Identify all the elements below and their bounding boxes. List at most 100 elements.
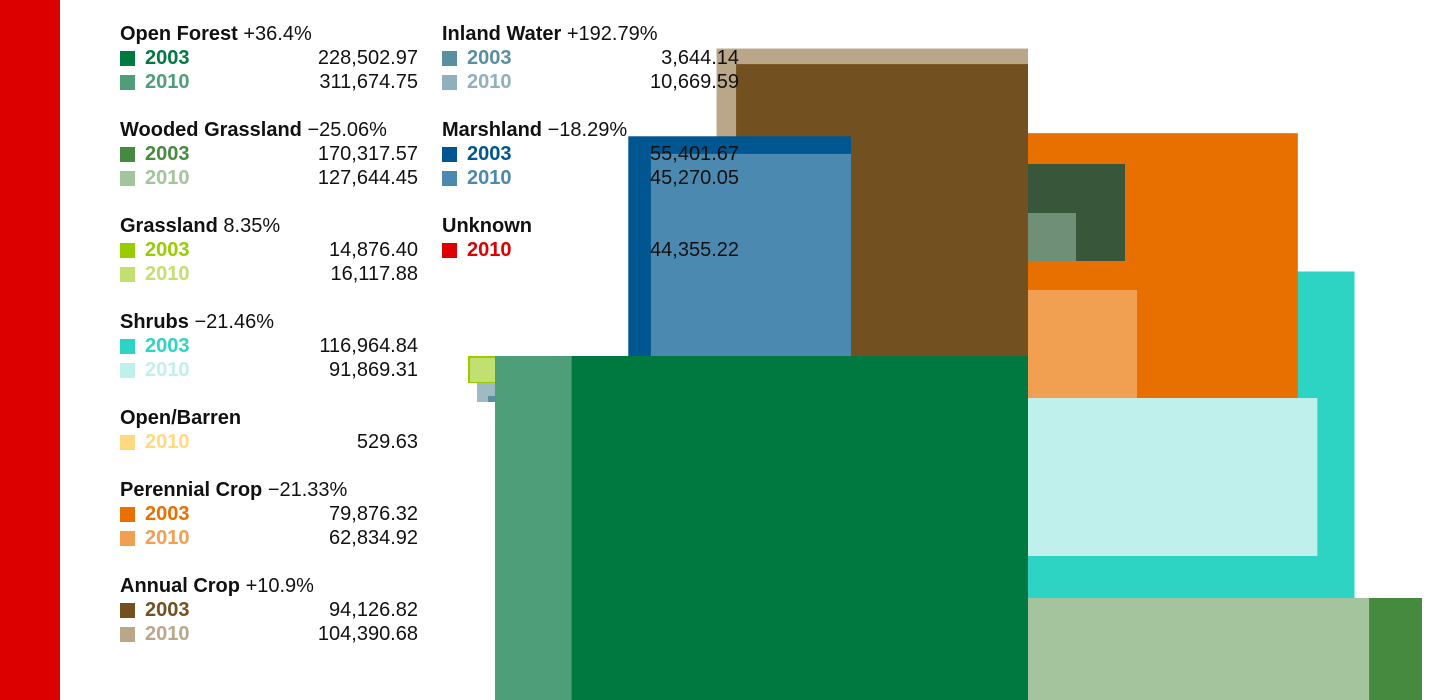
- legend-value: 91,869.31: [329, 358, 418, 381]
- legend-swatch: [120, 242, 135, 258]
- category-name: Perennial Crop: [120, 479, 263, 501]
- square-shrubs-2010: [1028, 398, 1318, 556]
- legend-value: 529.63: [356, 430, 418, 453]
- category-name: Wooded Grassland: [120, 119, 302, 141]
- legend-year: 2010: [467, 166, 512, 189]
- legend-swatch: [442, 170, 457, 186]
- legend-swatch: [120, 50, 135, 66]
- legend-row-2010: 2010 44,355.22: [442, 238, 739, 262]
- legend-swatch: [120, 434, 135, 450]
- category-name: Grassland: [120, 215, 218, 237]
- legend-value: 14,876.40: [329, 238, 418, 261]
- legend-row-2003: 2003 3,644.14: [442, 46, 739, 70]
- legend-swatch: [120, 170, 135, 186]
- legend-row-2003: 2003 228,502.97: [120, 46, 418, 70]
- legend-entry-inland-water: Inland Water +192.79% 2003 3,644.14 2010 10,…: [442, 22, 739, 94]
- legend-entry-wooded-grassland: Wooded Grassland −25.06% 2003 170,317.57 20…: [120, 118, 418, 190]
- legend-title: Shrubs −21.46%: [120, 310, 418, 334]
- legend-swatch: [442, 50, 457, 66]
- legend-value: 79,876.32: [329, 502, 418, 525]
- legend-year: 2003: [145, 142, 190, 165]
- legend-swatch: [120, 362, 135, 378]
- legend-swatch: [120, 338, 135, 354]
- legend-row-2010: 2010 45,270.05: [442, 166, 739, 190]
- legend-year: 2003: [467, 142, 512, 165]
- legend-title: Marshland −18.29%: [442, 118, 739, 142]
- legend-swatch: [442, 146, 457, 162]
- square-gray-green: [1028, 213, 1076, 261]
- legend-swatch: [120, 602, 135, 618]
- legend-row-2010: 2010 529.63: [120, 430, 418, 454]
- legend-title: Open/Barren: [120, 406, 418, 430]
- square-wooded-grassland-2010: [1028, 598, 1370, 700]
- red-side-bar: [0, 0, 60, 700]
- legend-row-2010: 2010 127,644.45: [120, 166, 418, 190]
- legend-value: 94,126.82: [329, 598, 418, 621]
- legend-year: 2010: [145, 166, 190, 189]
- legend-title: Open Forest +36.4%: [120, 22, 418, 46]
- legend-entry-marshland: Marshland −18.29% 2003 55,401.67 2010 45,270…: [442, 118, 739, 190]
- legend-year: 2010: [467, 70, 512, 93]
- legend-year: 2010: [145, 430, 190, 453]
- square-perennial-crop-2010: [1028, 290, 1137, 398]
- legend-row-2003: 2003 14,876.40: [120, 238, 418, 262]
- legend-row-2010: 2010 16,117.88: [120, 262, 418, 286]
- legend-value: 116,964.84: [319, 334, 418, 357]
- legend-swatch: [120, 266, 135, 282]
- legend-year: 2003: [145, 502, 190, 525]
- legend-swatch: [120, 506, 135, 522]
- legend-swatch: [120, 530, 135, 546]
- legend-column-right: Inland Water +192.79% 2003 3,644.14 2010 10,…: [442, 22, 739, 286]
- legend-entry-perennial-crop: Perennial Crop −21.33% 2003 79,876.32 2010 6…: [120, 478, 418, 550]
- category-name: Shrubs: [120, 311, 189, 333]
- category-name: Inland Water: [442, 23, 562, 45]
- legend-swatch: [120, 626, 135, 642]
- category-change: −18.29%: [547, 119, 628, 141]
- legend-entry-grassland: Grassland 8.35% 2003 14,876.40 2010 16,117.8…: [120, 214, 418, 286]
- legend-title: Perennial Crop −21.33%: [120, 478, 418, 502]
- legend-column-left: Open Forest +36.4% 2003 228,502.97 2010 311,…: [120, 22, 418, 670]
- legend-value: 104,390.68: [317, 622, 418, 645]
- category-name: Unknown: [442, 215, 532, 237]
- legend-year: 2010: [145, 526, 190, 549]
- legend-value: 170,317.57: [317, 142, 418, 165]
- category-name: Open Forest: [120, 23, 238, 45]
- legend-swatch: [120, 146, 135, 162]
- legend-value: 3,644.14: [661, 46, 739, 69]
- legend-year: 2010: [467, 238, 512, 261]
- category-name: Open/Barren: [120, 407, 242, 429]
- legend-row-2003: 2003 94,126.82: [120, 598, 418, 622]
- legend-value: 10,669.59: [650, 70, 739, 93]
- legend-year: 2010: [145, 358, 190, 381]
- legend-entry-unknown: Unknown 2010 44,355.22: [442, 214, 739, 262]
- legend-year: 2003: [145, 46, 190, 69]
- legend-row-2003: 2003 116,964.84: [120, 334, 418, 358]
- legend-year: 2003: [145, 598, 190, 621]
- legend-row-2010: 2010 62,834.92: [120, 526, 418, 550]
- legend-row-2003: 2003 79,876.32: [120, 502, 418, 526]
- legend-swatch: [442, 242, 457, 258]
- category-change: −21.46%: [194, 311, 274, 333]
- legend-value: 16,117.88: [330, 262, 419, 285]
- legend-entry-open-barren: Open/Barren 2010 529.63: [120, 406, 418, 454]
- legend-row-2010: 2010 10,669.59: [442, 70, 739, 94]
- legend-year: 2010: [145, 70, 190, 93]
- legend-value: 55,401.67: [650, 142, 739, 165]
- legend-value: 127,644.45: [317, 166, 418, 189]
- legend-value: 44,355.22: [650, 238, 739, 261]
- legend-row-2003: 2003 170,317.57: [120, 142, 418, 166]
- legend-year: 2003: [467, 46, 512, 69]
- category-change: +192.79%: [566, 23, 658, 45]
- category-change: −21.33%: [267, 479, 348, 501]
- legend-entry-shrubs: Shrubs −21.46% 2003 116,964.84 2010 91,869.3…: [120, 310, 418, 382]
- category-change: +10.9%: [245, 575, 314, 597]
- legend-title: Annual Crop +10.9%: [120, 574, 418, 598]
- category-name: Marshland: [442, 119, 543, 141]
- category-change: 8.35%: [223, 215, 281, 237]
- legend-year: 2010: [145, 622, 190, 645]
- square-open-forest-2003: [571, 356, 1028, 700]
- legend-title: Inland Water +192.79%: [442, 22, 739, 46]
- legend-year: 2003: [145, 334, 190, 357]
- legend-value: 62,834.92: [329, 526, 418, 549]
